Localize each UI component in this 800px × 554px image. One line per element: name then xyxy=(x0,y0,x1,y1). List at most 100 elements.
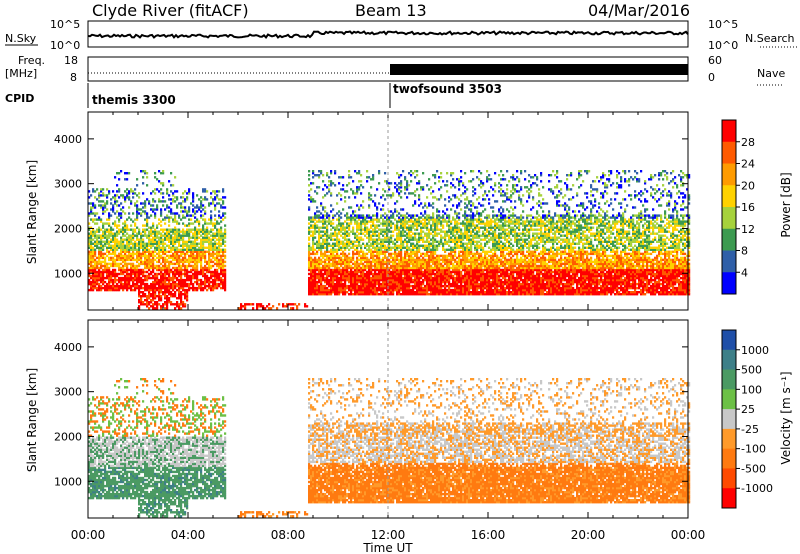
range-cell xyxy=(328,268,331,272)
range-cell xyxy=(392,230,395,233)
range-cell xyxy=(370,278,373,282)
range-cell xyxy=(102,278,105,282)
range-cell xyxy=(170,295,173,298)
range-cell xyxy=(340,268,343,272)
range-cell xyxy=(152,254,155,258)
range-cell xyxy=(416,182,419,185)
range-cell xyxy=(430,204,433,207)
range-cell xyxy=(154,250,157,253)
range-cell xyxy=(442,236,445,239)
range-cell xyxy=(220,216,223,219)
range-cell xyxy=(166,305,169,308)
range-cell xyxy=(330,270,333,274)
range-cell xyxy=(412,268,415,272)
range-cell xyxy=(180,268,183,272)
range-cell xyxy=(390,230,393,233)
range-cell xyxy=(374,238,377,241)
range-cell xyxy=(436,228,439,231)
range-cell xyxy=(416,238,419,241)
range-cell xyxy=(172,266,175,270)
range-cell xyxy=(330,272,333,276)
range-cell xyxy=(120,270,123,274)
range-cell xyxy=(348,262,351,266)
range-cell xyxy=(312,216,315,219)
range-cell xyxy=(368,291,371,294)
range-cell xyxy=(206,236,209,239)
range-cell xyxy=(322,196,325,199)
range-cell xyxy=(352,258,355,262)
range-cell xyxy=(146,224,149,227)
range-cell xyxy=(330,274,333,278)
range-cell xyxy=(322,246,325,249)
range-cell xyxy=(196,286,199,290)
range-cell xyxy=(360,293,363,296)
range-cell xyxy=(218,190,221,193)
range-cell xyxy=(400,234,403,237)
range-cell xyxy=(434,226,437,229)
range-cell xyxy=(152,291,155,294)
range-cell xyxy=(424,276,427,280)
range-cell xyxy=(430,242,433,245)
range-cell xyxy=(178,216,181,219)
range-cell xyxy=(98,234,101,237)
range-cell xyxy=(348,216,351,219)
range-cell xyxy=(336,202,339,205)
range-cell xyxy=(116,172,119,175)
range-cell xyxy=(418,266,421,270)
range-cell xyxy=(410,192,413,195)
range-cell xyxy=(204,228,207,231)
range-cell xyxy=(184,216,187,219)
range-cell xyxy=(364,282,367,286)
range-cell xyxy=(158,256,161,260)
range-cell xyxy=(436,264,439,268)
range-cell xyxy=(354,248,357,251)
range-cell xyxy=(180,286,183,290)
range-cell xyxy=(408,286,411,290)
range-cell xyxy=(136,212,139,215)
range-cell xyxy=(148,276,151,280)
range-cell xyxy=(422,230,425,233)
range-cell xyxy=(124,280,127,284)
range-cell xyxy=(386,226,389,229)
range-cell xyxy=(116,238,119,241)
range-cell xyxy=(416,170,419,173)
range-cell xyxy=(376,262,379,266)
range-cell xyxy=(396,248,399,251)
range-cell xyxy=(94,266,97,270)
range-cell xyxy=(102,286,105,290)
range-cell xyxy=(192,248,195,251)
range-cell xyxy=(358,284,361,288)
range-cell xyxy=(382,288,385,292)
range-cell xyxy=(342,260,345,264)
range-cell xyxy=(202,240,205,243)
range-cell xyxy=(122,194,125,197)
range-cell xyxy=(150,242,153,245)
range-cell xyxy=(432,234,435,237)
range-cell xyxy=(322,174,325,177)
range-cell xyxy=(130,254,133,258)
range-cell xyxy=(188,188,191,191)
range-cell xyxy=(418,280,421,284)
range-cell xyxy=(138,291,141,294)
range-cell xyxy=(386,276,389,280)
range-cell xyxy=(206,274,209,278)
range-cell xyxy=(350,288,353,292)
range-cell xyxy=(138,248,141,251)
range-cell xyxy=(312,242,315,245)
range-cell xyxy=(414,194,417,197)
range-cell xyxy=(446,214,449,217)
range-cell xyxy=(426,293,429,296)
range-cell xyxy=(220,258,223,262)
range-cell xyxy=(400,230,403,233)
range-cell xyxy=(414,276,417,280)
range-cell xyxy=(434,274,437,278)
range-cell xyxy=(314,268,317,272)
range-cell xyxy=(398,218,401,221)
range-cell xyxy=(382,230,385,233)
range-cell xyxy=(212,260,215,264)
range-cell xyxy=(212,190,215,193)
range-cell xyxy=(344,293,347,296)
range-cell xyxy=(432,254,435,258)
range-cell xyxy=(188,264,191,268)
range-cell xyxy=(364,222,367,225)
